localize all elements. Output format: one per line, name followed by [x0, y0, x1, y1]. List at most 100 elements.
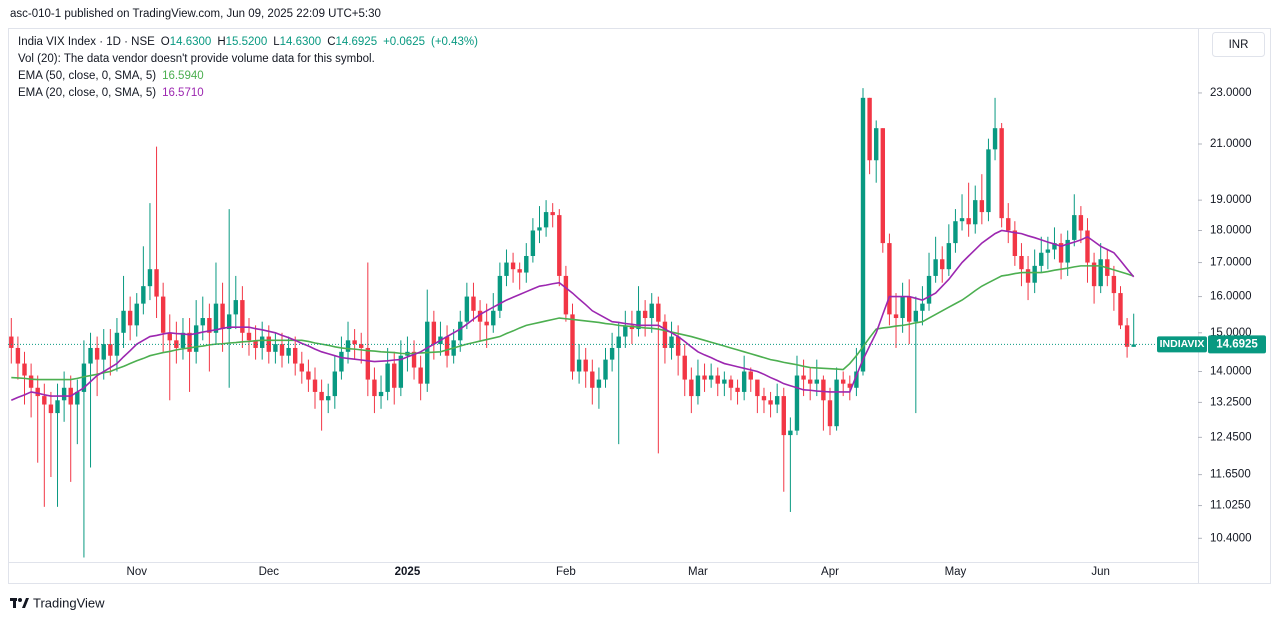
candle-body [788, 430, 793, 436]
candle-body [1012, 230, 1018, 256]
candle-body [1019, 255, 1024, 270]
candle-body [603, 359, 608, 380]
candle-body [55, 400, 60, 414]
candle-body [127, 310, 133, 326]
candle-body [623, 325, 628, 337]
candle-body [893, 314, 899, 319]
candle-body [385, 363, 390, 392]
candle-body [702, 375, 707, 380]
candle-body [656, 303, 661, 322]
candle-body [669, 336, 674, 348]
legend-ema-value: 16.5710 [162, 87, 204, 99]
candle-body [1045, 249, 1051, 253]
candle-body [695, 375, 701, 397]
candle-body [220, 303, 225, 330]
candle-body [689, 379, 694, 397]
candle-body [1131, 344, 1136, 347]
symbol-tag-label: INDIAVIX [1160, 338, 1205, 350]
candle-body [233, 300, 238, 315]
candle-body [458, 321, 463, 341]
legend-row: Vol (20): The data vendor doesn't provid… [18, 51, 478, 68]
legend-ohlc-key: L [273, 36, 280, 48]
y-tick-label: 19.0000 [1210, 194, 1252, 206]
candle-body [966, 218, 971, 225]
candle-body [121, 310, 126, 333]
y-tick-label: 11.0250 [1210, 500, 1251, 512]
candle-body [180, 332, 186, 348]
candle-body [576, 359, 582, 372]
candle-body [1111, 275, 1117, 294]
candle-body [154, 269, 159, 297]
candle-body [1124, 325, 1130, 347]
candle-body [530, 230, 536, 256]
y-tick-label: 13.2500 [1210, 396, 1252, 408]
candle-body [675, 336, 681, 356]
candle-body [510, 262, 516, 270]
candle-body [42, 396, 47, 405]
legend: India VIX Index · 1D · NSE O14.6300 H15.52… [18, 34, 478, 102]
candle-body [887, 243, 892, 315]
candle-body [484, 321, 489, 326]
candles [9, 88, 1136, 558]
candle-body [312, 379, 318, 392]
legend-ohlc-value: 14.6925 [335, 36, 378, 48]
candle-body [761, 396, 767, 401]
brand-name: TradingView [33, 595, 105, 610]
candle-body [557, 215, 562, 276]
price-tag [1208, 335, 1266, 354]
candle-body [609, 347, 615, 360]
candle-body [1085, 230, 1090, 263]
chart-frame [8, 28, 1271, 584]
candle-body [266, 336, 271, 352]
candle-body [755, 379, 760, 397]
candle-body [854, 371, 859, 388]
candle-body [48, 404, 54, 414]
candle-body [160, 296, 166, 333]
candle-body [378, 391, 384, 397]
candle-body [860, 97, 866, 372]
candle-body [840, 379, 846, 384]
y-tick-label: 17.0000 [1210, 257, 1252, 269]
candle-body [411, 351, 417, 368]
candle-body [1052, 243, 1057, 250]
candle-body [1039, 252, 1044, 266]
publish-header: asc-010-1 published on TradingView.com, … [10, 8, 381, 20]
currency-button[interactable] [1212, 32, 1265, 57]
candle-body [147, 269, 153, 287]
candle-body [768, 400, 773, 405]
candle-body [1091, 262, 1097, 287]
currency-label[interactable]: INR [1229, 39, 1249, 51]
candle-body [273, 344, 278, 352]
candle-body [821, 379, 826, 401]
candle-body [108, 344, 113, 356]
candle-body [398, 355, 404, 388]
legend-ohlc-value: 15.5200 [225, 36, 268, 48]
candle-body [940, 259, 945, 270]
candle-body [907, 296, 912, 322]
candle-body [1058, 243, 1064, 263]
candle-body [187, 332, 192, 352]
candle-body [517, 269, 522, 273]
legend-ohlc-key: C [327, 36, 336, 48]
candle-body [781, 396, 786, 436]
candle-body [471, 296, 476, 311]
candle-body [722, 379, 727, 384]
candle-body [794, 375, 800, 431]
candle-body [913, 310, 919, 322]
candle-body [226, 314, 232, 330]
legend-ohlc-key: H [217, 36, 226, 48]
candle-body [933, 259, 938, 276]
candle-body [590, 371, 595, 388]
candle-body [741, 371, 747, 392]
legend-ema-name: EMA (50, close, 0, SMA, 5) [18, 70, 157, 82]
candle-body [570, 314, 575, 372]
candle-body [477, 310, 483, 322]
candle-body [992, 128, 998, 150]
candle-body [418, 367, 423, 384]
y-tick-label: 18.0000 [1210, 225, 1252, 237]
x-tick-label: 2025 [395, 566, 421, 578]
brand-logo [10, 598, 29, 608]
